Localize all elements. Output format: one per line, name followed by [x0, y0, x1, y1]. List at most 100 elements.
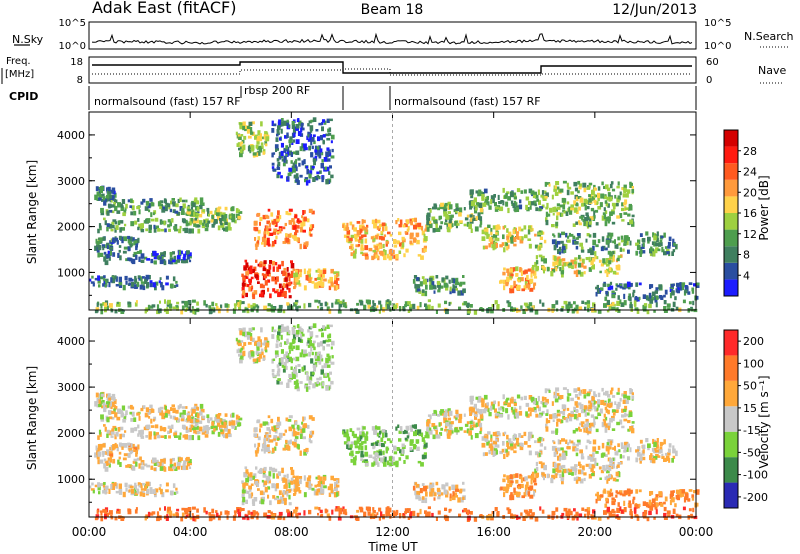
velocity-cell [478, 409, 483, 415]
velocity-cell [406, 435, 410, 439]
power-cell [464, 217, 469, 221]
power-cell [303, 244, 307, 249]
power-cell [509, 192, 514, 198]
velocity-cell [161, 415, 166, 420]
power-cell [256, 135, 261, 141]
power-cell [127, 257, 131, 261]
power-cell [629, 296, 632, 302]
velocity-cell [196, 431, 201, 434]
power-cell [587, 223, 592, 228]
velocity-cell [535, 472, 539, 477]
velocity-cell [193, 418, 196, 424]
power-cell [151, 304, 156, 308]
velocity-cell [580, 409, 584, 414]
power-cell [102, 302, 106, 306]
power-cell [586, 206, 590, 210]
power-cell [321, 159, 324, 163]
power-cell [435, 223, 438, 229]
power-cell [238, 147, 241, 151]
power-cell [305, 165, 309, 169]
power-cell [512, 192, 517, 198]
power-cell [259, 133, 262, 139]
power-cell [243, 125, 247, 129]
power-cell [534, 233, 537, 237]
velocity-cell [535, 461, 538, 467]
velocity-cell [601, 387, 604, 392]
velocity-cell [101, 400, 105, 403]
velocity-cell [576, 408, 579, 413]
velocity-cell [239, 351, 242, 356]
velocity-cell [190, 413, 193, 417]
power-cell [238, 211, 243, 214]
power-cell [579, 242, 583, 247]
velocity-cell [477, 418, 481, 424]
velocity-cell [171, 424, 174, 430]
velocity-cell [167, 425, 171, 429]
power-cell [320, 163, 324, 169]
velocity-cell [129, 450, 133, 455]
power-cell [545, 217, 548, 222]
velocity-cell [326, 353, 330, 357]
velocity-cell [127, 452, 131, 458]
power-cell [617, 181, 620, 186]
velocity-cell [283, 365, 286, 369]
power-cell [417, 254, 422, 257]
velocity-cell [417, 429, 422, 434]
power-cell [448, 204, 453, 210]
power-cell [513, 236, 517, 243]
power-cell [280, 118, 284, 121]
velocity-cell [298, 480, 302, 485]
velocity-cell [255, 451, 258, 457]
velocity-cell [514, 408, 518, 413]
velocity-cell [302, 436, 306, 440]
velocity-cell [312, 323, 317, 328]
power-cell [568, 232, 571, 237]
velocity-cell [463, 413, 466, 417]
power-cell [267, 272, 271, 277]
power-cell [122, 284, 126, 291]
velocity-cell [428, 484, 433, 489]
velocity-cell [345, 433, 350, 438]
velocity-cell [429, 491, 433, 497]
velocity-cell [319, 376, 322, 381]
power-cell [504, 225, 507, 228]
power-cell [316, 277, 321, 281]
velocity-cell [107, 457, 112, 463]
power-cell [614, 194, 617, 199]
velocity-cell [111, 410, 115, 415]
velocity-cell [473, 424, 478, 428]
power-cell [642, 238, 646, 243]
power-cell [246, 283, 250, 288]
velocity-cell [276, 373, 281, 377]
power-cell [176, 255, 181, 261]
power-cell [379, 224, 382, 228]
power-cell [554, 185, 557, 190]
velocity-cell [573, 477, 577, 481]
velocity-cell [159, 463, 163, 466]
velocity-cell [594, 401, 599, 404]
power-cell [560, 240, 564, 244]
velocity-cell [421, 437, 425, 442]
velocity-cell [398, 438, 402, 442]
power-cell [133, 242, 136, 246]
power-cell [404, 304, 407, 308]
velocity-cell [217, 431, 221, 437]
power-cell [505, 201, 509, 207]
power-cell [285, 271, 288, 277]
velocity-cell [497, 444, 500, 448]
velocity-cell [308, 351, 311, 357]
velocity-cell [317, 480, 321, 487]
velocity-cell [443, 489, 448, 495]
power-cell [595, 244, 599, 248]
velocity-cell [252, 358, 257, 362]
velocity-cell [579, 404, 584, 410]
power-cell [180, 309, 184, 315]
power-cell [176, 301, 180, 305]
velocity-cell [276, 425, 280, 429]
power-cell [618, 242, 621, 246]
velocity-cell [207, 427, 211, 431]
power-cell [588, 194, 591, 198]
velocity-cell [449, 493, 452, 499]
power-cell [588, 218, 592, 222]
power-cell [469, 204, 472, 210]
